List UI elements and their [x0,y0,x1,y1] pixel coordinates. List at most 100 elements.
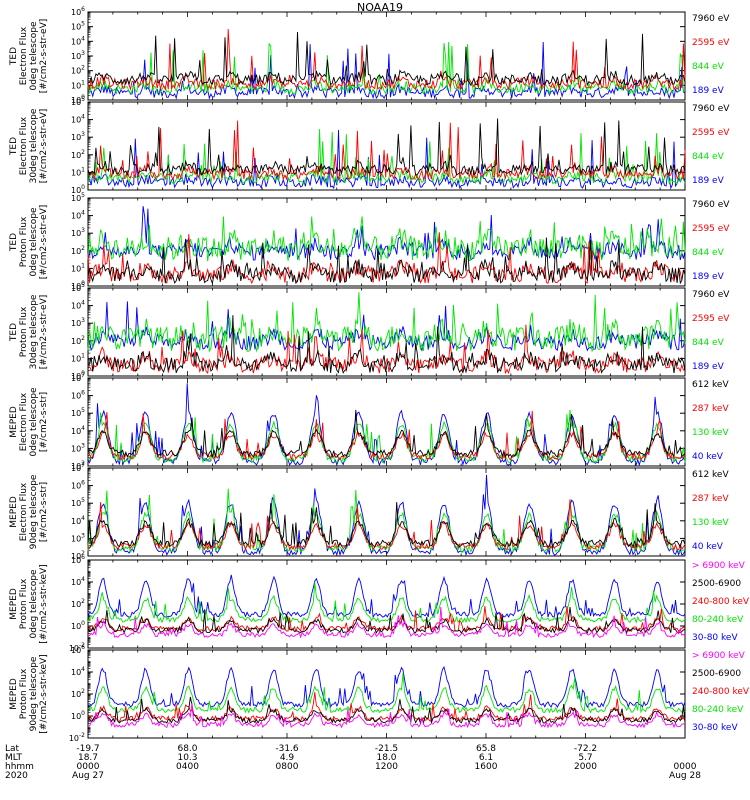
y-tick-label: 101 [71,79,85,90]
series-line [87,692,686,723]
series-line [87,383,686,467]
y-axis-label-line: [#/cm2-s-str] [39,392,49,452]
y-axis-label-line: TED [9,233,19,252]
y-tick-label: 106 [71,554,85,565]
series-line [87,665,686,709]
legend-entry: 130 keV [692,428,729,438]
series-line [87,582,686,624]
y-axis-label-line: MEPED [9,588,19,620]
series-line [87,703,686,729]
legend-entry: 612 keV [692,470,729,480]
panel-6: 102 103 104 105 106 107 MEPED Electron Flux 90de… [9,462,729,561]
series-line [87,118,686,177]
y-axis-label-line: TED [9,47,19,66]
y-tick-label: 100 [71,280,85,291]
legend-entry: 40 keV [692,542,724,552]
y-tick-label: 102 [71,245,85,256]
y-axis-label-line: [#/cm2-s-str-eV] [39,295,49,370]
chart-title: NOAA19 [357,1,403,14]
y-axis-label-line: Proton Flux [19,306,29,357]
y-tick-label: 10-2 [69,642,85,653]
y-tick-label: 101 [71,166,85,177]
x-tick-label: 18.0 [376,753,396,763]
panel-3: 100 101 102 103 104 105 TED Proton Flux 0deg tel… [9,192,730,291]
y-axis-label-line: [#/cm2-s-str-keV] [39,564,49,643]
y-tick-label: 103 [71,442,85,453]
x-row-label: 2020 [5,771,28,781]
x-row-label: Lat [5,744,20,754]
y-tick-label: 106 [71,480,85,491]
x-row-label: hhmm [5,762,34,772]
y-tick-label: 105 [71,96,85,107]
y-tick-label: 101 [71,262,85,273]
series-line [87,409,686,459]
y-axis-label: TED Proton Flux 30deg telescope [#/cm2-s-st… [9,294,49,369]
y-axis-label-line: Proton Flux [19,216,29,267]
y-tick-label: 105 [71,21,85,32]
y-axis-label-line: MEPED [9,678,19,710]
y-tick-label: 10-2 [69,732,85,743]
legend-entry: 189 eV [692,272,725,282]
x-tick-label: 10.3 [177,753,197,763]
y-axis-label-line: TED [9,323,19,342]
x-tick-label: 65.8 [476,744,496,754]
series-line [87,324,686,375]
y-axis-label-line: 30deg telescope [29,108,39,183]
x-tick-label: 0800 [276,762,299,772]
y-axis-label-line: TED [9,137,19,156]
series-line [87,315,686,374]
legend-entry: 2595 eV [692,314,730,324]
y-axis-label-line: Electron Flux [19,26,29,85]
series-line [87,129,686,190]
y-tick-label: 104 [71,35,85,46]
y-axis-label-line: [#/cm2-s-str] [39,482,49,542]
x-tick-label: 0400 [176,762,199,772]
y-tick-label: 106 [71,390,85,401]
legend-entry: 844 eV [692,62,725,72]
x-tick-label: 18.7 [78,753,98,763]
legend-entry: 189 eV [692,86,725,96]
y-tick-label: 102 [71,550,85,561]
y-axis-label-line: Electron Flux [19,116,29,175]
x-tick-label: Aug 28 [669,771,701,781]
x-tick-label: -72.2 [574,744,597,754]
y-axis-label-line: 0deg telescope [29,387,39,457]
legend-entry: 189 eV [692,362,725,372]
legend-entry: 612 keV [692,380,729,390]
y-axis-label-line: [#/cm2-s-str-eV] [39,109,49,184]
y-tick-label: 105 [71,282,85,293]
panel-8: 10-2 100 102 104 106 MEPED Proton Flux 90deg te… [9,644,750,743]
legend-entry: 40 keV [692,452,724,462]
x-tick-label: -31.6 [275,744,299,754]
panel-7: 10-2 100 102 104 106 MEPED Proton Flux 0deg tel… [9,554,750,653]
panel-2: 100 101 102 103 104 105 TED Electron Flux 30deg … [9,96,730,195]
series-line [87,216,686,262]
panel-frame [87,197,686,287]
x-row-label: MLT [5,753,23,763]
y-axis-label-line: [#/cm2-s-str-eV] [39,19,49,94]
legend-entry: 7960 eV [692,290,730,300]
x-tick-label: Aug 27 [72,771,104,781]
x-tick-label: -21.5 [375,744,398,754]
y-axis-label: TED Electron Flux 30deg telescope [#/cm2-s-… [9,108,49,183]
y-tick-label: 103 [71,227,85,238]
legend-entry: 844 eV [692,152,725,162]
y-tick-label: 100 [71,370,85,381]
y-tick-label: 103 [71,317,85,328]
legend-entry: 2595 eV [692,38,730,48]
x-tick-label: 1200 [375,762,398,772]
y-axis-label: MEPED Electron Flux 0deg telescope [#/cm2-s… [9,387,49,457]
x-tick-label: 6.1 [479,753,493,763]
y-axis-label-line: 90deg telescope [29,656,39,731]
series-line [87,696,686,725]
y-tick-label: 104 [71,210,85,221]
series-line [87,605,686,633]
y-tick-label: 102 [71,688,85,699]
legend-entry: 240-800 keV [692,597,750,607]
legend-entry: 30-80 keV [692,633,738,643]
y-tick-label: 102 [71,598,85,609]
legend-entry: 2500-6900 [692,579,741,589]
panel-5: 102 103 104 105 106 107 MEPED Electron Flux 0deg… [9,372,729,471]
